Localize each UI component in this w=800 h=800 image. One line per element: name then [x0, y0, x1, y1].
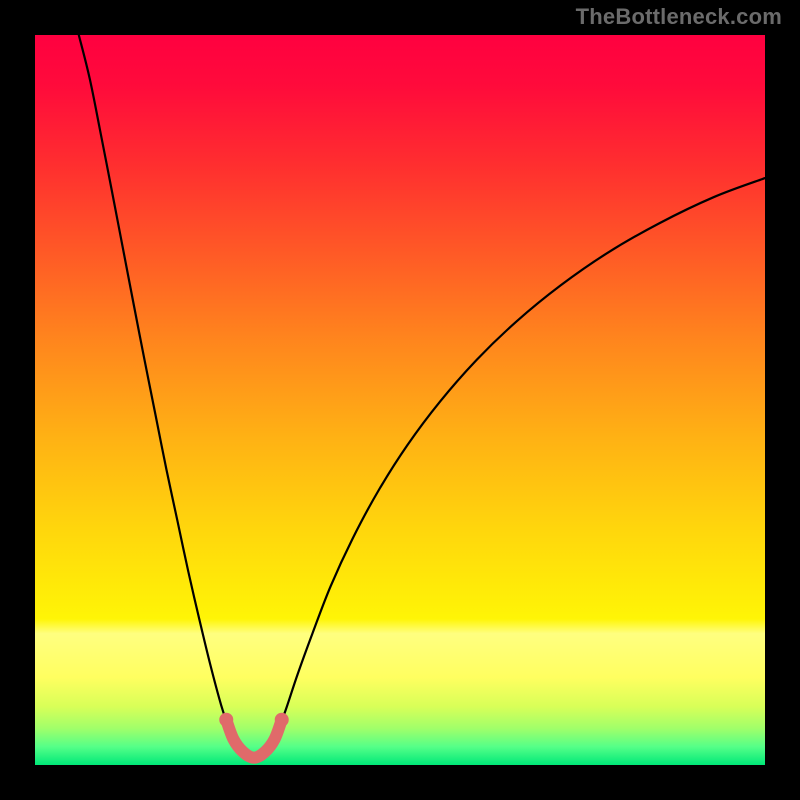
curve-right-branch: [276, 178, 765, 736]
valley-marker: [226, 720, 281, 758]
valley-marker-dot-right: [275, 713, 289, 727]
plot-area: [35, 35, 765, 765]
curve-left-branch: [79, 35, 232, 736]
watermark-text: TheBottleneck.com: [576, 4, 782, 30]
valley-marker-dot-left: [219, 713, 233, 727]
curve-layer: [35, 35, 765, 765]
